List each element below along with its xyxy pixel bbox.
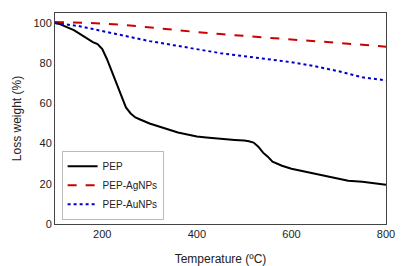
svg-text:60: 60	[40, 97, 52, 109]
svg-text:20: 20	[40, 178, 52, 190]
svg-text:Temperature (ºC): Temperature (ºC)	[175, 252, 267, 266]
svg-text:400: 400	[188, 228, 206, 240]
svg-text:PEP: PEP	[103, 161, 123, 172]
svg-text:600: 600	[282, 228, 300, 240]
svg-text:800: 800	[377, 228, 395, 240]
svg-text:100: 100	[33, 17, 51, 29]
svg-text:80: 80	[40, 57, 52, 69]
svg-text:0: 0	[46, 218, 52, 230]
svg-text:PEP-AgNPs: PEP-AgNPs	[103, 180, 157, 191]
svg-text:PEP-AuNPs: PEP-AuNPs	[103, 199, 157, 210]
svg-text:200: 200	[93, 228, 111, 240]
svg-text:Loss weight (%): Loss weight (%)	[10, 76, 24, 161]
svg-text:40: 40	[40, 137, 52, 149]
